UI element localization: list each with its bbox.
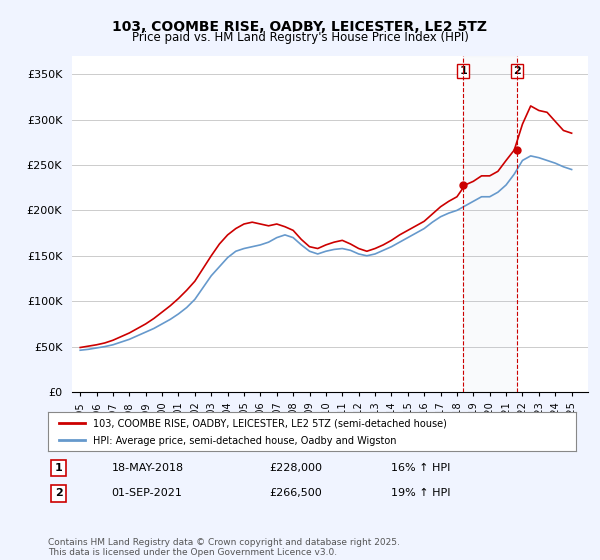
Text: 16% ↑ HPI: 16% ↑ HPI xyxy=(391,463,451,473)
Text: 103, COOMBE RISE, OADBY, LEICESTER, LE2 5TZ: 103, COOMBE RISE, OADBY, LEICESTER, LE2 … xyxy=(113,20,487,34)
Text: 2: 2 xyxy=(55,488,62,498)
Text: £266,500: £266,500 xyxy=(270,488,323,498)
Text: Contains HM Land Registry data © Crown copyright and database right 2025.
This d: Contains HM Land Registry data © Crown c… xyxy=(48,538,400,557)
Text: 2: 2 xyxy=(513,66,521,76)
Text: 1: 1 xyxy=(55,463,62,473)
Text: Price paid vs. HM Land Registry's House Price Index (HPI): Price paid vs. HM Land Registry's House … xyxy=(131,31,469,44)
Bar xyxy=(463,56,517,392)
Text: 18-MAY-2018: 18-MAY-2018 xyxy=(112,463,184,473)
Text: HPI: Average price, semi-detached house, Oadby and Wigston: HPI: Average price, semi-detached house,… xyxy=(93,436,397,446)
Text: £228,000: £228,000 xyxy=(270,463,323,473)
Text: 103, COOMBE RISE, OADBY, LEICESTER, LE2 5TZ (semi-detached house): 103, COOMBE RISE, OADBY, LEICESTER, LE2 … xyxy=(93,418,447,428)
Text: 1: 1 xyxy=(460,66,467,76)
Text: 19% ↑ HPI: 19% ↑ HPI xyxy=(391,488,451,498)
Text: 01-SEP-2021: 01-SEP-2021 xyxy=(112,488,182,498)
